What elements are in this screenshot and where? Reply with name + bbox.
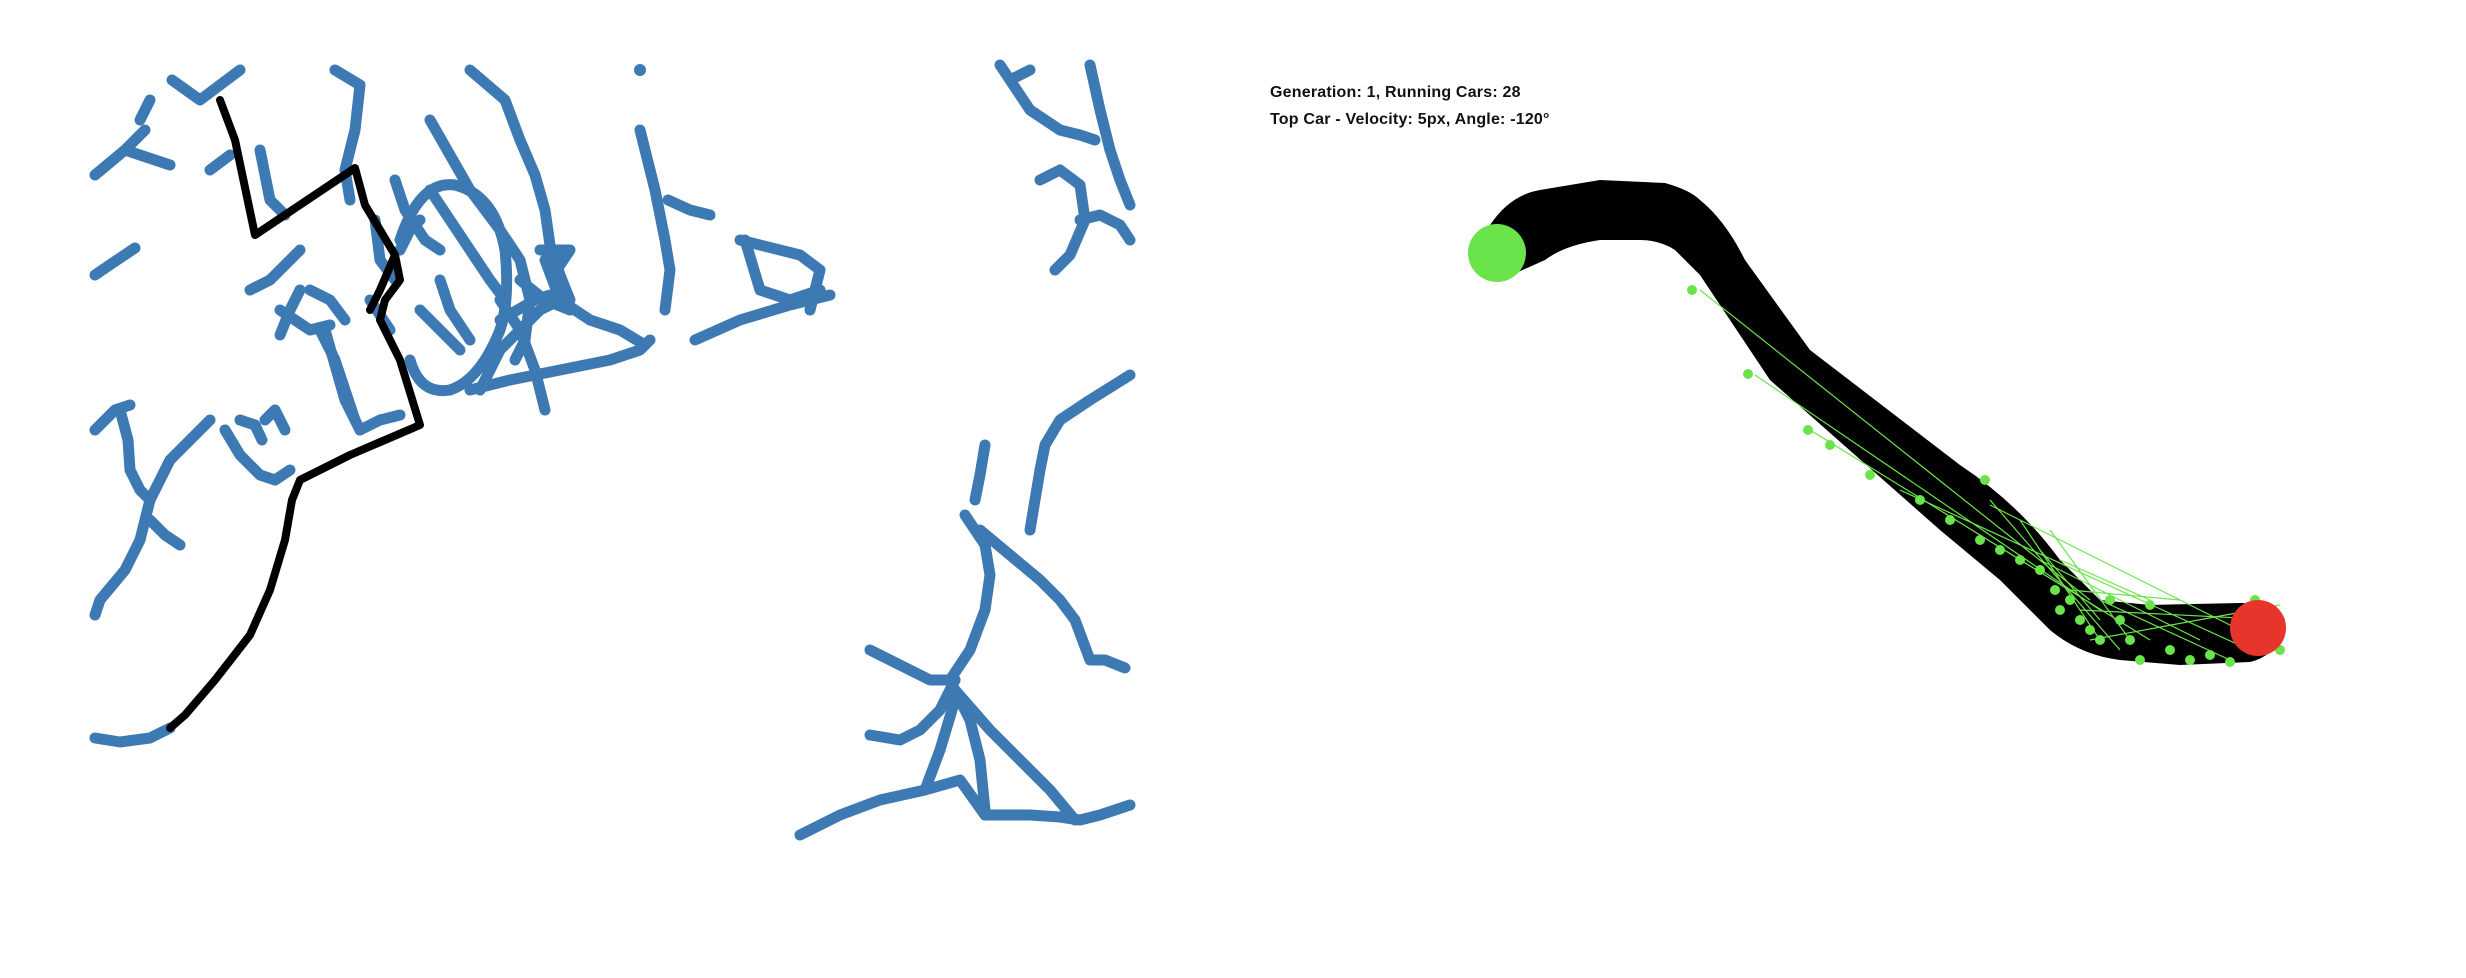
road-segment — [259, 404, 291, 436]
goal-circle-icon — [2230, 600, 2286, 656]
road-segment — [944, 509, 996, 686]
top-car-status: Top Car - Velocity: 5px, Angle: -120° — [1270, 111, 1550, 128]
road-segment — [474, 294, 566, 396]
car-dot — [1975, 535, 1985, 545]
road-segment — [166, 64, 246, 106]
road-segment — [434, 274, 476, 346]
sensor-ray — [1699, 289, 2091, 601]
road-segment — [969, 439, 991, 506]
car-dot — [1803, 425, 1813, 435]
road-segment — [254, 144, 291, 221]
car-dot — [1980, 475, 1990, 485]
road-map-panel — [89, 59, 1136, 841]
sensor-ray — [2039, 549, 2101, 621]
car-dot — [2015, 555, 2025, 565]
road-segment — [89, 722, 176, 748]
road-segment — [539, 254, 651, 351]
road-segment — [274, 284, 306, 341]
road-segment — [464, 334, 656, 396]
car-dots — [1687, 285, 2285, 667]
car-dot — [1687, 285, 1697, 295]
sensor-ray — [2059, 559, 2151, 601]
road-segment — [739, 234, 826, 306]
car-dot — [1995, 545, 2005, 555]
road-segment — [354, 409, 406, 436]
road-node — [634, 64, 646, 76]
car-dot — [2095, 635, 2105, 645]
road-segment — [1074, 209, 1136, 246]
best-route-path — [166, 96, 424, 732]
car-dot — [2205, 650, 2215, 660]
road-segment — [662, 194, 716, 221]
track-shape — [1490, 180, 2285, 665]
road-node — [165, 160, 175, 170]
road-segment — [414, 304, 466, 356]
road-segment — [144, 514, 186, 551]
car-dot — [2135, 655, 2145, 665]
car-dot — [2225, 657, 2235, 667]
car-dot — [1743, 369, 1753, 379]
road-segment — [1024, 369, 1136, 536]
road-segment — [979, 799, 1136, 826]
sensor-ray — [1899, 489, 2251, 651]
car-dot — [2165, 645, 2175, 655]
sensor-ray — [2019, 519, 2101, 641]
car-dot — [2035, 565, 2045, 575]
road-segment — [919, 694, 961, 796]
car-dot — [1865, 470, 1875, 480]
sensor-ray — [2099, 599, 2231, 661]
road-dots — [165, 64, 646, 170]
car-dot — [2085, 625, 2095, 635]
road-segment — [114, 404, 156, 506]
road-segment — [864, 644, 956, 686]
road-segment — [1034, 164, 1091, 276]
road-segment — [864, 674, 961, 746]
car-dot — [2105, 595, 2115, 605]
best-route-path — [366, 251, 399, 314]
road-segment — [1004, 74, 1101, 146]
road-segment — [234, 414, 268, 446]
road-segment — [494, 289, 556, 326]
car-dot — [1915, 495, 1925, 505]
road-segment — [974, 524, 1131, 674]
road-segment — [89, 242, 141, 281]
car-dot — [2125, 635, 2135, 645]
road-segment — [794, 774, 991, 841]
start-circle-icon — [1468, 224, 1526, 282]
car-dot — [2055, 605, 2065, 615]
road-segment — [244, 244, 306, 296]
car-dot — [2145, 600, 2155, 610]
car-dot — [2065, 595, 2075, 605]
car-dot — [2185, 655, 2195, 665]
simulation-panel — [1240, 0, 2466, 978]
car-dot — [1945, 515, 1955, 525]
road-segment — [424, 184, 511, 306]
car-dot — [2050, 585, 2060, 595]
road-segment — [204, 149, 236, 176]
road-segment — [89, 494, 156, 621]
car-dot — [2075, 615, 2085, 625]
road-segment — [329, 64, 366, 206]
road-segment — [1084, 59, 1136, 211]
sensor-ray — [2069, 589, 2181, 601]
generation-status: Generation: 1, Running Cars: 28 — [1270, 84, 1521, 101]
road-segment — [949, 684, 1081, 826]
sensor-ray — [1754, 374, 2101, 611]
road-segment — [534, 244, 576, 271]
road-segment — [304, 284, 351, 326]
road-segment — [119, 144, 176, 171]
road-segment — [319, 324, 366, 436]
road-map-canvas — [89, 59, 1136, 841]
road-segment — [394, 179, 513, 397]
sensor-ray — [1989, 499, 2121, 651]
road-network — [89, 59, 1136, 841]
road-segment — [144, 414, 216, 506]
road-segment — [134, 94, 156, 126]
simulation-canvas — [1468, 180, 2286, 667]
road-segment — [219, 424, 296, 486]
sensor-ray — [2039, 559, 2201, 641]
road-segment — [634, 124, 676, 316]
car-dot — [2115, 615, 2125, 625]
car-dot — [1825, 440, 1835, 450]
